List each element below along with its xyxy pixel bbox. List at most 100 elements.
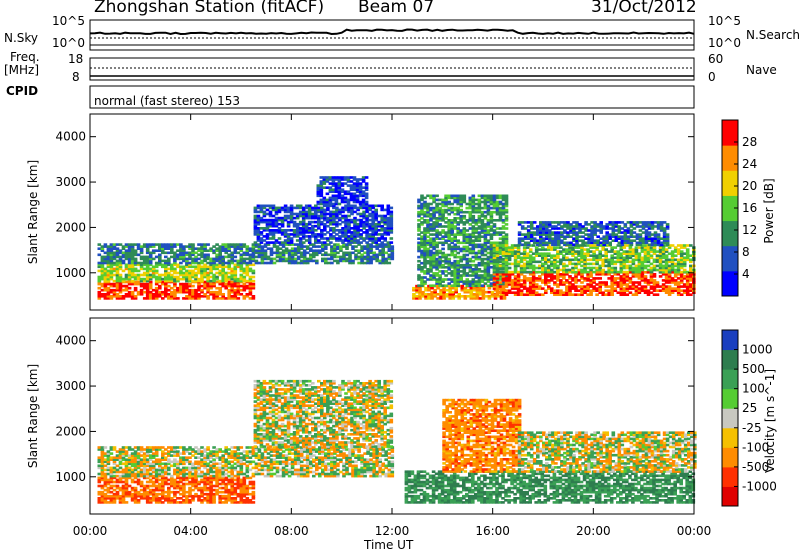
echo-cell — [426, 239, 430, 242]
echo-cell — [179, 247, 183, 250]
echo-cell — [298, 214, 303, 218]
echo-cell — [145, 257, 150, 261]
echo-cell — [631, 273, 636, 276]
echo-cell — [462, 263, 467, 267]
echo-cell — [598, 256, 602, 260]
echo-cell — [357, 257, 361, 261]
echo-cell — [350, 204, 354, 208]
echo-cell — [562, 266, 566, 270]
echo-cell — [325, 178, 330, 181]
echo-cell — [274, 222, 279, 226]
echo-cell — [424, 288, 428, 292]
echo-cell — [453, 274, 457, 277]
echo-cell — [230, 297, 234, 300]
echo-cell — [423, 233, 427, 236]
echo-cell — [682, 283, 687, 286]
echo-cell — [386, 227, 391, 230]
echo-cell — [453, 233, 457, 236]
echo-cell — [589, 279, 593, 282]
echo-cell — [389, 229, 394, 232]
echo-cell — [474, 227, 479, 230]
echo-cell — [292, 235, 297, 238]
echo-cell — [364, 200, 369, 204]
echo-cell — [429, 212, 433, 216]
echo-cell — [242, 243, 247, 246]
echo-cell — [188, 293, 192, 296]
echo-cell — [646, 279, 651, 282]
echo-cell — [364, 194, 369, 198]
echo-cell — [589, 250, 593, 253]
echo-cell — [118, 297, 123, 300]
echo-cell — [284, 249, 289, 252]
echo-cell — [293, 259, 298, 263]
echo-cell — [321, 259, 325, 263]
echo-cell — [314, 239, 318, 242]
echo-cell — [221, 263, 225, 267]
echo-cell — [321, 247, 325, 250]
echo-cell — [592, 254, 596, 257]
echo-cell — [432, 257, 436, 261]
echo-cell — [215, 255, 219, 259]
echo-cell — [154, 282, 159, 286]
echo-cell — [517, 231, 522, 234]
echo-cell — [550, 264, 554, 268]
echo-cell — [447, 225, 451, 228]
echo-cell — [589, 258, 593, 262]
echo-cell — [563, 229, 567, 232]
echo-cell — [501, 231, 506, 234]
echo-cell — [325, 176, 330, 179]
echo-cell — [420, 266, 424, 269]
echo-cell — [495, 255, 500, 259]
echo-cell — [338, 208, 342, 212]
echo-cell — [513, 287, 518, 290]
echo-cell — [100, 263, 105, 267]
echo-cell — [251, 249, 256, 252]
echo-cell — [450, 223, 454, 226]
echo-cell — [233, 275, 238, 279]
echo-cell — [245, 265, 250, 269]
echo-cell — [456, 223, 460, 226]
echo-cell — [463, 295, 468, 298]
echo-cell — [472, 293, 477, 296]
echo-cell — [638, 229, 643, 232]
echo-cell — [380, 229, 384, 232]
echo-cell — [649, 279, 654, 282]
echo-cell — [262, 204, 267, 208]
echo-cell — [670, 287, 675, 290]
echo-cell — [124, 249, 129, 252]
echo-cell — [628, 250, 633, 253]
echo-cell — [441, 243, 445, 247]
echo-cell — [200, 243, 204, 246]
echo-cell — [634, 264, 639, 268]
echo-cell — [182, 245, 186, 248]
echo-cell — [628, 279, 633, 282]
echo-cell — [450, 266, 454, 269]
echo-cell — [429, 241, 433, 245]
echo-cell — [221, 295, 225, 298]
echo-cell — [568, 287, 572, 290]
echo-cell — [459, 255, 463, 259]
echo-cell — [501, 219, 506, 222]
echo-cell — [103, 297, 108, 300]
echo-cell — [325, 192, 330, 196]
echo-cell — [544, 277, 548, 280]
echo-cell — [254, 243, 259, 246]
echo-cell — [471, 245, 476, 249]
echo-cell — [284, 257, 289, 261]
echo-cell — [366, 255, 370, 259]
echo-cell — [531, 264, 536, 268]
echo-cell — [640, 273, 645, 276]
echo-cell — [337, 178, 342, 181]
echo-cell — [221, 243, 225, 246]
echo-cell — [544, 270, 548, 274]
echo-cell — [435, 249, 439, 253]
echo-cell — [139, 245, 144, 248]
echo-cell — [352, 200, 357, 204]
echo-cell — [200, 284, 204, 288]
echo-cell — [441, 263, 445, 267]
echo-cell — [418, 297, 422, 300]
echo-cell — [492, 210, 497, 214]
echo-cell — [580, 281, 584, 284]
echo-cell — [158, 261, 162, 265]
echo-cell — [423, 210, 427, 214]
